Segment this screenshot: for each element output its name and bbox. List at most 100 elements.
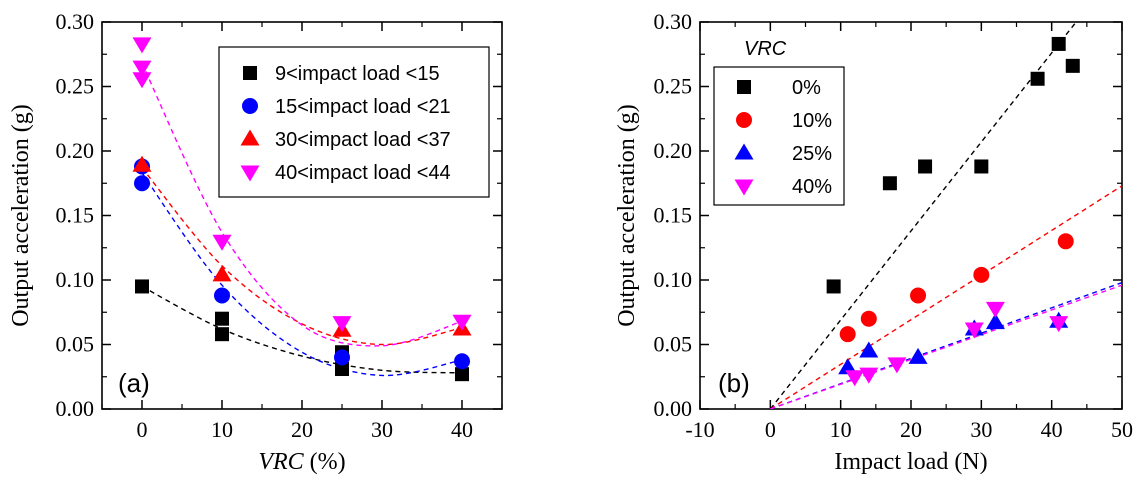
data-point-series-2 [212,265,232,282]
y-tick-label: 0.05 [654,332,693,357]
panel-label: (b) [718,368,750,398]
x-tick-label: 40 [451,417,473,442]
legend-marker [737,80,751,94]
x-tick-label: 0 [137,417,148,442]
x-tick-label: -10 [685,417,714,442]
data-point-series-0 [215,311,229,326]
y-tick-label: 0.25 [56,74,95,99]
y-tick-label: 0.30 [56,9,95,34]
panel-label: (a) [118,368,150,398]
data-point-series-2 [132,155,152,172]
data-point-series-3 [1049,316,1069,333]
legend-entry-label: 30<impact load <37 [275,129,451,151]
data-point-series-3 [452,314,472,331]
data-point-series-0 [455,367,469,382]
legend-entry-label: 10% [792,110,832,132]
data-point-series-2 [838,358,858,375]
y-axis-label: Output acceleration (g) [614,104,640,327]
data-point-series-3 [132,72,152,89]
legend-entry-label: 15<impact load <21 [275,96,451,118]
fit-line-series-1 [141,172,463,377]
data-point-series-0 [1051,36,1066,51]
fit-line-series-1 [769,185,1122,409]
data-point-series-2 [985,313,1005,330]
x-tick-label: 10 [830,417,852,442]
y-tick-label: 0.20 [56,138,95,163]
data-point-series-1 [134,175,150,192]
fit-line-series-3 [770,284,1122,409]
data-point-series-0 [1030,71,1045,86]
panel-a: 0.00 0.05 0.10 0.15 0.20 0.25 0.30 0 10 20 30 40 Out… [8,9,503,475]
fit-lines [141,62,463,377]
legend-marker [734,143,754,160]
legend-marker [736,112,752,128]
data-point-series-3 [887,357,907,374]
data-point-series-3 [985,301,1005,318]
y-tick-label: 0.15 [56,203,95,228]
data-point-series-1 [1057,233,1074,250]
panel-b: 0.00 0.05 0.10 0.15 0.20 0.25 0.30 -10 0 10 20 30 40… [0,0,1133,475]
legend-box [713,66,845,206]
x-tick-label: 0 [765,417,776,442]
legend-entry-label: 25% [792,143,832,165]
data-point-series-0 [974,159,989,174]
x-tick-label: 20 [291,417,313,442]
data-point-series-0 [826,279,841,294]
data-point-series-3 [859,367,879,384]
data-point-series-3 [212,234,232,251]
data-point-series-0 [1065,58,1080,73]
data-point-series-0 [215,327,229,342]
data-point-series-0 [918,159,933,174]
y-tick-label: 0.05 [56,332,95,357]
legend-marker [242,98,258,114]
y-tick-label: 0.30 [654,9,693,34]
legend-title: VRC [0,0,43,5]
data-point-series-1 [860,310,877,327]
legend-entry-label: 9<impact load <15 [275,63,440,85]
data-point-series-3 [132,60,152,77]
legend-marker [240,165,260,182]
legend-entry-label: 40% [792,176,832,198]
data-point-series-0 [135,279,149,294]
x-axis-label-unit: (%) [304,449,346,475]
x-tick-label: 30 [970,417,992,442]
legend-marker [734,179,754,196]
legend-marker [240,129,260,146]
data-point-series-3 [332,316,352,333]
x-axis-label-italic: VRC [258,449,304,475]
y-tick-label: 0.00 [56,396,95,421]
y-tick-label: 0.25 [654,74,693,99]
legend-entry-label: 0% [792,77,821,99]
y-axis-label: Output acceleration (g) [8,104,34,327]
x-tick-label: 50 [1111,417,1133,442]
legend-box [218,46,490,198]
y-tick-label: 0.10 [654,267,693,292]
y-tick-label: 0.10 [56,267,95,292]
fit-line-series-0 [141,285,463,374]
x-tick-label: 20 [900,417,922,442]
x-tick-label: 10 [211,417,233,442]
legend-title: VRC [744,38,787,60]
x-axis-label: VRC (%) [258,449,345,475]
y-tick-label: 0.00 [654,396,693,421]
x-axis-label: Impact load (N) [834,449,987,475]
data-point-series-2 [908,347,928,364]
data-point-series-1 [839,326,856,343]
legend-entry-label: 40<impact load <44 [275,162,451,184]
data-point-series-1 [910,287,927,304]
data-point-series-1 [334,349,350,366]
y-tick-label: 0.20 [654,138,693,163]
data-point-series-1 [214,287,230,304]
data-point-series-3 [964,322,984,339]
y-tick-label: 0.15 [654,203,693,228]
x-tick-label: 40 [1041,417,1063,442]
data-point-series-1 [454,353,470,370]
data-point-series-2 [859,341,879,358]
fit-line-series-2 [141,167,463,346]
x-tick-label: 30 [371,417,393,442]
data-point-series-3 [845,370,865,387]
legend-marker [243,66,257,80]
data-point-series-0 [882,176,897,191]
data-point-series-1 [973,266,990,283]
